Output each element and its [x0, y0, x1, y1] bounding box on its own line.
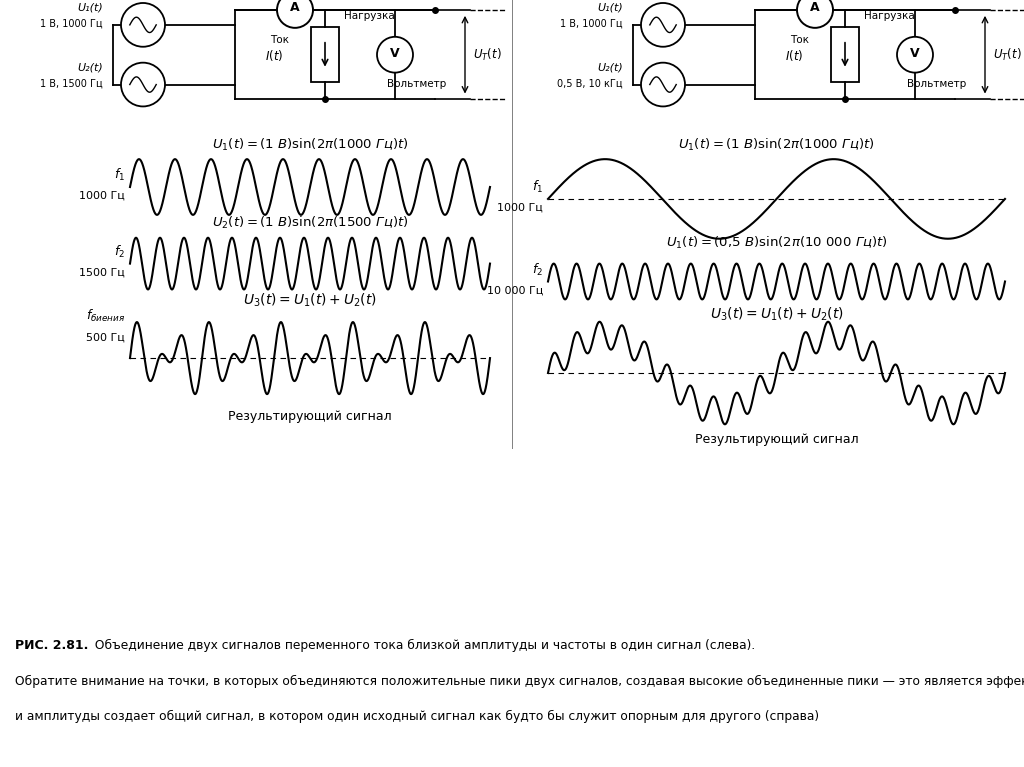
Bar [311, 28, 339, 82]
Text: V: V [390, 48, 399, 61]
Text: Вольтметр: Вольтметр [907, 78, 967, 88]
Text: Вольтметр: Вольтметр [387, 78, 446, 88]
Circle shape [121, 3, 165, 47]
Text: 1000 Гц: 1000 Гц [498, 203, 543, 213]
Circle shape [897, 37, 933, 73]
Text: $f_1$: $f_1$ [531, 179, 543, 195]
Text: Результирующий сигнал: Результирующий сигнал [694, 433, 858, 446]
Text: 1000 Гц: 1000 Гц [79, 191, 125, 201]
Text: 10 000 Гц: 10 000 Гц [486, 285, 543, 295]
Text: 1 В, 1500 Гц: 1 В, 1500 Гц [40, 78, 103, 88]
Circle shape [797, 0, 833, 28]
Text: Результирующий сигнал: Результирующий сигнал [228, 410, 392, 423]
Text: V: V [910, 48, 920, 61]
Circle shape [377, 37, 413, 73]
Text: РИС. 2.81.: РИС. 2.81. [15, 639, 89, 652]
Text: $U_1(t) = (1\ В)\sin(2\pi(1000\ Гц)t)$: $U_1(t) = (1\ В)\sin(2\pi(1000\ Гц)t)$ [678, 137, 874, 153]
Text: А: А [290, 2, 300, 15]
Circle shape [641, 3, 685, 47]
Text: Ток: Ток [270, 35, 289, 44]
Text: $I(t)$: $I(t)$ [785, 48, 803, 63]
Text: U₂(t): U₂(t) [597, 63, 623, 73]
Text: $U_2(t) = (1\ В)\sin(2\pi(1500\ Гц)t)$: $U_2(t) = (1\ В)\sin(2\pi(1500\ Гц)t)$ [212, 215, 409, 231]
Text: $U_3(t) = U_1(t) + U_2(t)$: $U_3(t) = U_1(t) + U_2(t)$ [710, 305, 844, 323]
Text: Нагрузка: Нагрузка [344, 12, 394, 21]
Text: U₁(t): U₁(t) [77, 3, 103, 13]
Text: $U_T(t)$: $U_T(t)$ [473, 47, 502, 63]
Text: Обратите внимание на точки, в которых объединяются положительные пики двух сигна: Обратите внимание на точки, в которых об… [15, 674, 1024, 687]
Text: 0,5 В, 10 кГц: 0,5 В, 10 кГц [557, 78, 623, 88]
Text: $U_{3}(t) = U_1(t) + U_2(t)$: $U_{3}(t) = U_1(t) + U_2(t)$ [243, 291, 377, 309]
Circle shape [278, 0, 313, 28]
Text: 1 В, 1000 Гц: 1 В, 1000 Гц [560, 19, 623, 29]
Bar [831, 28, 859, 82]
Text: 500 Гц: 500 Гц [86, 332, 125, 342]
Text: 1500 Гц: 1500 Гц [79, 268, 125, 278]
Text: U₂(t): U₂(t) [77, 63, 103, 73]
Text: $f_1$: $f_1$ [114, 167, 125, 183]
Text: 1 В, 1000 Гц: 1 В, 1000 Гц [40, 19, 103, 29]
Text: Ток: Ток [790, 35, 809, 44]
Text: Нагрузка: Нагрузка [864, 12, 914, 21]
Circle shape [641, 63, 685, 107]
Text: $f_2$: $f_2$ [532, 262, 543, 278]
Text: и амплитуды создает общий сигнал, в котором один исходный сигнал как будто бы сл: и амплитуды создает общий сигнал, в кото… [15, 709, 819, 723]
Text: $U_1(t) = (1\ В)\sin(2\pi(1000\ Гц)t)$: $U_1(t) = (1\ В)\sin(2\pi(1000\ Гц)t)$ [212, 137, 409, 153]
Text: $f_2$: $f_2$ [114, 243, 125, 259]
Text: $U_T(t)$: $U_T(t)$ [993, 47, 1022, 63]
Text: Объединение двух сигналов переменного тока близкой амплитуды и частоты в один си: Объединение двух сигналов переменного то… [91, 639, 756, 652]
Circle shape [121, 63, 165, 107]
Text: U₁(t): U₁(t) [597, 3, 623, 13]
Text: А: А [810, 2, 820, 15]
Text: $I(t)$: $I(t)$ [265, 48, 284, 63]
Text: $U_1(t) = (0{,}5\ В)\sin(2\pi(10\ 000\ Гц)t)$: $U_1(t) = (0{,}5\ В)\sin(2\pi(10\ 000\ Г… [666, 235, 888, 251]
Text: $f_{биения}$: $f_{биения}$ [86, 308, 125, 324]
